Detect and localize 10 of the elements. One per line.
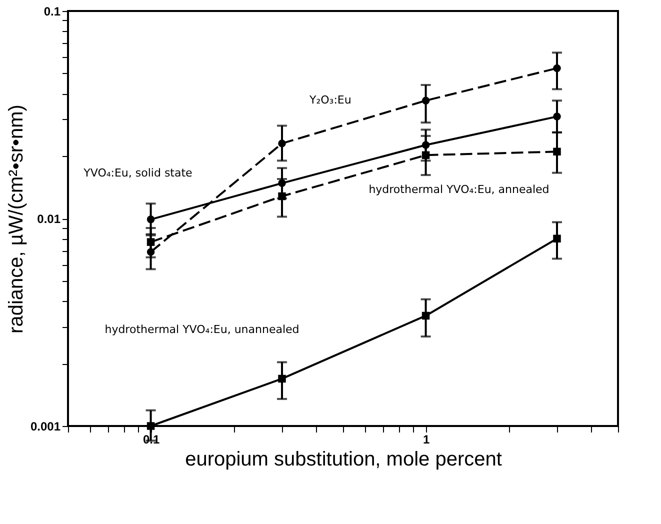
series-label: hydrothermal YVO₄:Eu, annealed: [368, 183, 550, 196]
series-label: Y₂O₃:Eu: [308, 94, 352, 107]
y-tick-label: 0.001: [30, 420, 61, 434]
x-axis-title: europium substitution, mole percent: [185, 448, 502, 470]
text: YVO₄:Eu, solid state: [82, 166, 193, 180]
y-axis-title: radiance, µW/(cm²•sr•nm): [5, 104, 28, 334]
x-tick-label: 1: [422, 432, 430, 446]
y-tick-label: 0.1: [44, 4, 61, 18]
text: hydrothermal YVO₄:Eu, unannealed: [104, 323, 300, 336]
y-tick-label: 0.01: [37, 212, 61, 226]
